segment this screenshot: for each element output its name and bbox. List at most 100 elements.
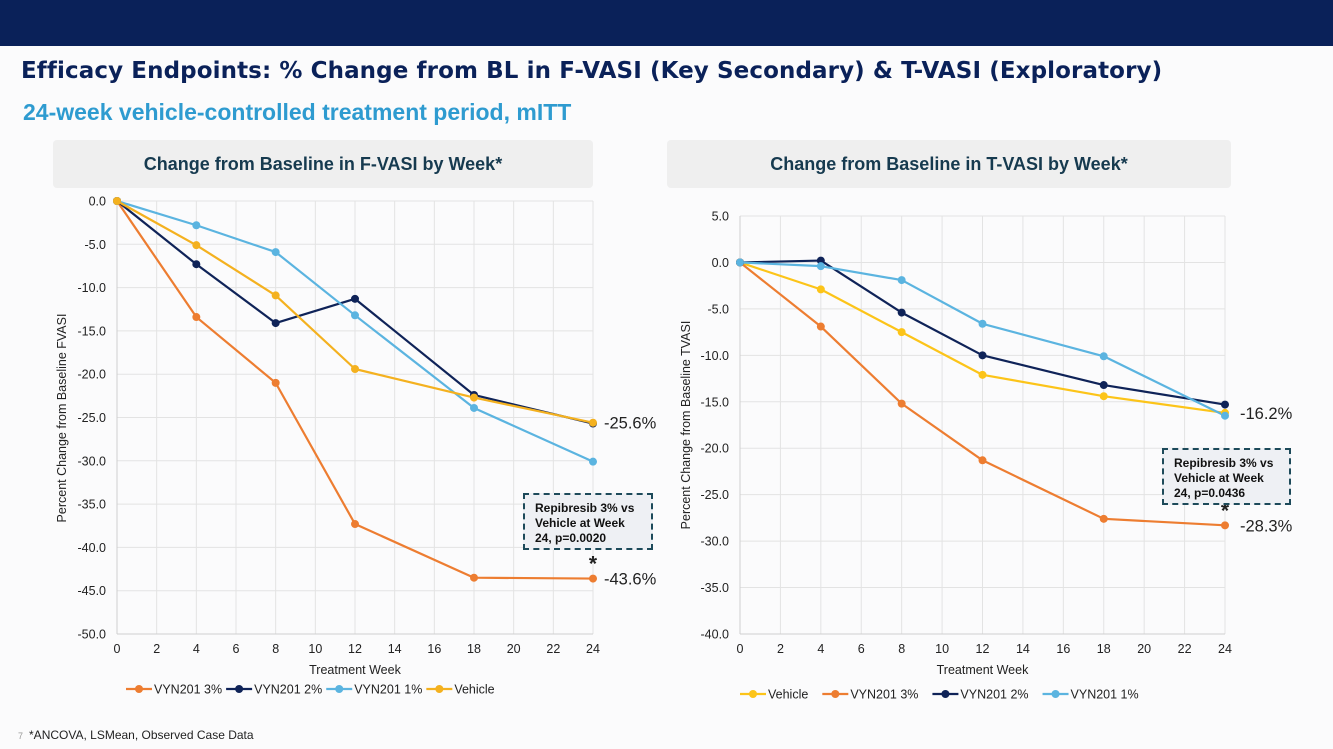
slide-title: Efficacy Endpoints: % Change from BL in … bbox=[21, 58, 1163, 84]
tvasi-point-vehicle bbox=[736, 258, 744, 267]
tvasi-ytick-label: -25.0 bbox=[701, 488, 730, 502]
fvasi-point-vyn201-1 bbox=[589, 457, 597, 466]
fvasi-point-vyn201-1 bbox=[192, 221, 201, 230]
fvasi-point-vyn201-2 bbox=[192, 260, 201, 269]
fvasi-chart-title: Change from Baseline in F-VASI by Week* bbox=[53, 140, 593, 188]
fvasi-point-vyn201-3 bbox=[589, 574, 597, 583]
tvasi-legend-label-vehicle: Vehicle bbox=[768, 688, 808, 702]
fvasi-ytick-label: -20.0 bbox=[78, 368, 107, 382]
header-band bbox=[0, 0, 1333, 46]
tvasi-point-vyn201-2 bbox=[897, 308, 906, 317]
fvasi-point-vyn201-2 bbox=[351, 294, 359, 303]
tvasi-x-axis-label: Treatment Week bbox=[937, 663, 1029, 677]
fvasi-point-vehicle bbox=[470, 393, 478, 402]
tvasi-point-vyn201-2 bbox=[816, 256, 825, 265]
fvasi-point-vehicle bbox=[271, 291, 280, 300]
fvasi-end-label: -25.6% bbox=[604, 415, 657, 433]
tvasi-chart-title: Change from Baseline in T-VASI by Week* bbox=[667, 140, 1231, 188]
tvasi-point-vyn201-2 bbox=[1221, 400, 1229, 409]
annotation-line: Vehicle at Week bbox=[535, 516, 625, 530]
tvasi-legend-marker-vyn201-3 bbox=[831, 690, 840, 698]
fvasi-legend-label-vyn201-2: VYN201 2% bbox=[254, 683, 322, 697]
fvasi-xtick-label: 22 bbox=[546, 642, 560, 656]
fvasi-xtick-label: 8 bbox=[272, 642, 279, 656]
fvasi-xtick-label: 16 bbox=[427, 642, 441, 656]
fvasi-line-vyn201-2 bbox=[116, 200, 594, 425]
fvasi-ytick-label: -40.0 bbox=[78, 541, 107, 555]
fvasi-xtick-label: 18 bbox=[467, 642, 481, 656]
tvasi-xtick-label: 10 bbox=[935, 642, 949, 656]
tvasi-point-vehicle bbox=[897, 328, 906, 337]
fvasi-point-vyn201-1 bbox=[271, 248, 280, 257]
tvasi-xtick-label: 4 bbox=[817, 642, 824, 656]
fvasi-point-vyn201-3 bbox=[351, 520, 359, 529]
tvasi-line-vyn201-3 bbox=[739, 261, 1226, 527]
fvasi-ytick-label: -25.0 bbox=[78, 411, 107, 425]
tvasi-point-vyn201-3 bbox=[1221, 521, 1229, 530]
fvasi-point-vehicle bbox=[113, 197, 121, 205]
fvasi-point-vehicle bbox=[351, 365, 359, 374]
fvasi-point-vyn201-2 bbox=[589, 419, 597, 428]
annotation-line: 24, p=0.0020 bbox=[535, 531, 607, 545]
fvasi-ytick-label: -50.0 bbox=[78, 628, 107, 642]
tvasi-point-vyn201-3 bbox=[897, 399, 906, 408]
tvasi-xtick-label: 22 bbox=[1178, 642, 1192, 656]
fvasi-point-vehicle bbox=[192, 241, 201, 250]
tvasi-end-label: -28.3% bbox=[1240, 517, 1293, 535]
tvasi-ytick-label: -10.0 bbox=[701, 349, 730, 363]
tvasi-xtick-label: 2 bbox=[777, 642, 784, 656]
fvasi-line-vyn201-3 bbox=[116, 200, 594, 580]
fvasi-xtick-label: 0 bbox=[114, 642, 121, 656]
fvasi-xtick-label: 6 bbox=[233, 642, 240, 656]
tvasi-xtick-label: 8 bbox=[898, 642, 905, 656]
footnote: 7 *ANCOVA, LSMean, Observed Case Data bbox=[18, 728, 254, 742]
fvasi-ytick-label: -10.0 bbox=[78, 281, 107, 295]
fvasi-legend-marker-vyn201-1 bbox=[335, 685, 344, 693]
tvasi-ytick-label: -15.0 bbox=[701, 395, 730, 409]
tvasi-ytick-label: -35.0 bbox=[701, 581, 730, 595]
tvasi-y-axis-label: Percent Change from Baseline TVASI bbox=[679, 321, 693, 530]
fvasi-ytick-label: -30.0 bbox=[78, 454, 107, 468]
tvasi-point-vehicle bbox=[1099, 392, 1108, 401]
fvasi-line-vehicle bbox=[116, 200, 594, 424]
tvasi-point-vyn201-3 bbox=[978, 456, 987, 465]
fvasi-line-vyn201-1 bbox=[116, 199, 594, 463]
tvasi-xtick-label: 18 bbox=[1097, 642, 1111, 656]
fvasi-ytick-label: 0.0 bbox=[89, 195, 106, 209]
fvasi-ytick-label: -35.0 bbox=[78, 498, 107, 512]
fvasi-xtick-label: 10 bbox=[308, 642, 322, 656]
tvasi-line-vehicle bbox=[739, 261, 1226, 415]
tvasi-ytick-label: -20.0 bbox=[701, 442, 730, 456]
fvasi-point-vyn201-3 bbox=[470, 573, 478, 582]
fvasi-ytick-label: -5.0 bbox=[84, 238, 106, 252]
fvasi-xtick-label: 12 bbox=[348, 642, 362, 656]
page-number: 7 bbox=[18, 731, 24, 741]
tvasi-ytick-label: -30.0 bbox=[701, 535, 730, 549]
tvasi-xtick-label: 6 bbox=[858, 642, 865, 656]
tvasi-point-vehicle bbox=[816, 285, 825, 294]
fvasi-ytick-label: -45.0 bbox=[78, 584, 107, 598]
tvasi-line-vyn201-2 bbox=[739, 259, 1226, 406]
fvasi-point-vehicle bbox=[589, 418, 597, 427]
tvasi-legend-marker-vehicle bbox=[749, 690, 757, 698]
annotation-line: Repibresib 3% vs bbox=[535, 501, 635, 515]
tvasi-legend-marker-vyn201-2 bbox=[941, 690, 950, 698]
tvasi-point-vehicle bbox=[1221, 408, 1229, 417]
fvasi-point-vyn201-3 bbox=[271, 378, 280, 387]
fvasi-xtick-label: 4 bbox=[193, 642, 200, 656]
tvasi-legend-label-vyn201-2: VYN201 2% bbox=[960, 688, 1028, 702]
fvasi-pvalue-annotation: Repibresib 3% vs Vehicle at Week 24, p=0… bbox=[523, 493, 653, 550]
tvasi-point-vyn201-3 bbox=[736, 258, 744, 267]
tvasi-point-vyn201-3 bbox=[816, 322, 825, 331]
tvasi-point-vyn201-1 bbox=[816, 262, 825, 271]
tvasi-pvalue-annotation: Repibresib 3% vs Vehicle at Week 24, p=0… bbox=[1162, 448, 1291, 505]
tvasi-point-vyn201-2 bbox=[1099, 381, 1108, 390]
tvasi-legend-label-vyn201-3: VYN201 3% bbox=[850, 688, 918, 702]
fvasi-point-vyn201-3 bbox=[113, 197, 121, 205]
fvasi-point-vyn201-2 bbox=[271, 319, 280, 328]
tvasi-point-vyn201-3 bbox=[1099, 514, 1108, 523]
fvasi-legend-label-vyn201-3: VYN201 3% bbox=[154, 683, 222, 697]
fvasi-end-label: -43.6% bbox=[604, 571, 657, 589]
fvasi-y-axis-label: Percent Change from Baseline FVASI bbox=[55, 314, 69, 523]
tvasi-xtick-label: 14 bbox=[1016, 642, 1030, 656]
